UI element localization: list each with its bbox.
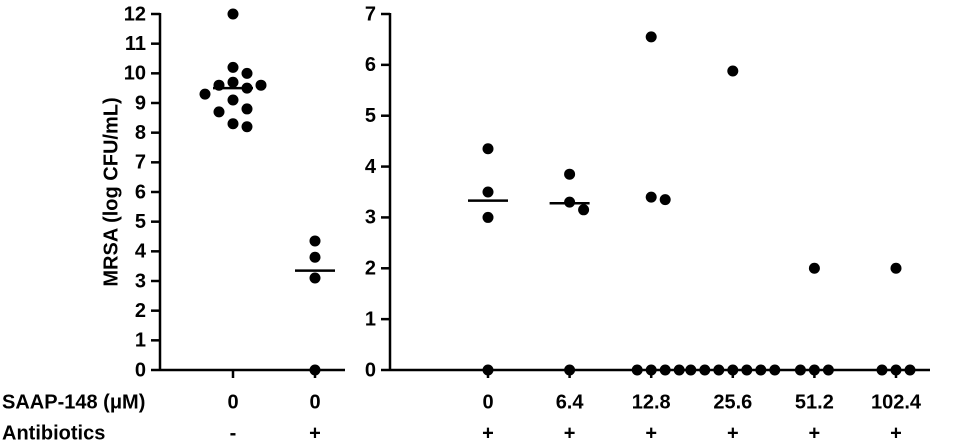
y-tick-label: 6	[135, 181, 146, 203]
data-point	[645, 31, 657, 43]
y-tick-label: 9	[135, 92, 146, 114]
data-point	[699, 364, 711, 376]
antibiotic-label: +	[309, 422, 321, 444]
y-tick-label: 1	[135, 330, 146, 352]
antibiotic-label: +	[890, 422, 902, 444]
row-label: SAAP-148 (μM)	[2, 391, 145, 413]
y-tick-label: 1	[365, 308, 376, 330]
data-point	[727, 364, 739, 376]
x-tick-label: 6.4	[556, 391, 585, 413]
data-point	[876, 364, 888, 376]
data-point	[309, 272, 321, 284]
data-point	[564, 364, 576, 376]
data-point	[769, 364, 781, 376]
data-point	[227, 94, 239, 106]
x-tick-label: 0	[227, 391, 238, 413]
y-tick-label: 5	[365, 105, 376, 127]
data-point	[213, 106, 225, 118]
data-point	[482, 143, 494, 155]
data-point	[822, 364, 834, 376]
x-tick-label: 25.6	[713, 391, 752, 413]
data-point	[645, 191, 657, 203]
data-point	[904, 364, 916, 376]
data-point	[645, 364, 657, 376]
data-point	[673, 364, 685, 376]
y-tick-label: 5	[135, 211, 146, 233]
data-point	[241, 67, 253, 79]
x-tick-label: 51.2	[795, 391, 834, 413]
data-point	[713, 364, 725, 376]
y-tick-label: 7	[365, 3, 376, 25]
data-point	[227, 76, 239, 88]
y-tick-label: 4	[135, 241, 147, 263]
antibiotic-label: +	[645, 422, 657, 444]
data-point	[309, 251, 321, 263]
data-point	[685, 364, 697, 376]
data-point	[794, 364, 806, 376]
data-point	[241, 121, 253, 133]
data-point	[578, 204, 590, 216]
y-tick-label: 2	[365, 258, 376, 280]
data-point	[755, 364, 767, 376]
antibiotic-label: -	[230, 422, 237, 444]
y-tick-label: 6	[365, 54, 376, 76]
data-point	[482, 186, 494, 198]
x-tick-label: 0	[482, 391, 493, 413]
data-point	[659, 364, 671, 376]
data-point	[631, 364, 643, 376]
antibiotic-label: +	[482, 422, 494, 444]
y-tick-label: 10	[124, 63, 146, 85]
data-point	[482, 364, 494, 376]
y-tick-label: 0	[365, 359, 376, 381]
y-tick-label: 7	[135, 152, 146, 174]
y-tick-label: 12	[124, 3, 146, 25]
data-point	[227, 8, 239, 20]
row-label: Antibiotics	[2, 422, 105, 444]
antibiotic-label: +	[809, 422, 821, 444]
y-tick-label: 8	[135, 122, 146, 144]
data-point	[309, 364, 321, 376]
x-tick-label: 102.4	[871, 391, 922, 413]
data-point	[309, 235, 321, 247]
data-point	[741, 364, 753, 376]
y-tick-label: 0	[135, 359, 146, 381]
y-tick-label: 11	[125, 33, 146, 55]
antibiotic-label: +	[564, 422, 576, 444]
data-point	[227, 61, 239, 73]
data-point	[255, 79, 267, 91]
data-point	[890, 364, 902, 376]
data-point	[808, 364, 820, 376]
data-point	[727, 65, 739, 77]
data-point	[482, 211, 494, 223]
data-point	[659, 194, 671, 206]
data-point	[227, 118, 239, 130]
x-tick-label: 12.8	[632, 391, 671, 413]
y-tick-label: 3	[365, 207, 376, 229]
y-tick-label: 4	[365, 156, 377, 178]
data-point	[890, 262, 902, 274]
data-point	[808, 262, 820, 274]
data-point	[241, 103, 253, 115]
antibiotic-label: +	[727, 422, 739, 444]
y-axis-label: MRSA (log CFU/mL)	[100, 97, 122, 286]
y-tick-label: 3	[135, 270, 146, 292]
data-point	[199, 88, 211, 100]
data-point	[564, 168, 576, 180]
x-tick-label: 0	[309, 391, 320, 413]
y-tick-label: 2	[135, 300, 146, 322]
